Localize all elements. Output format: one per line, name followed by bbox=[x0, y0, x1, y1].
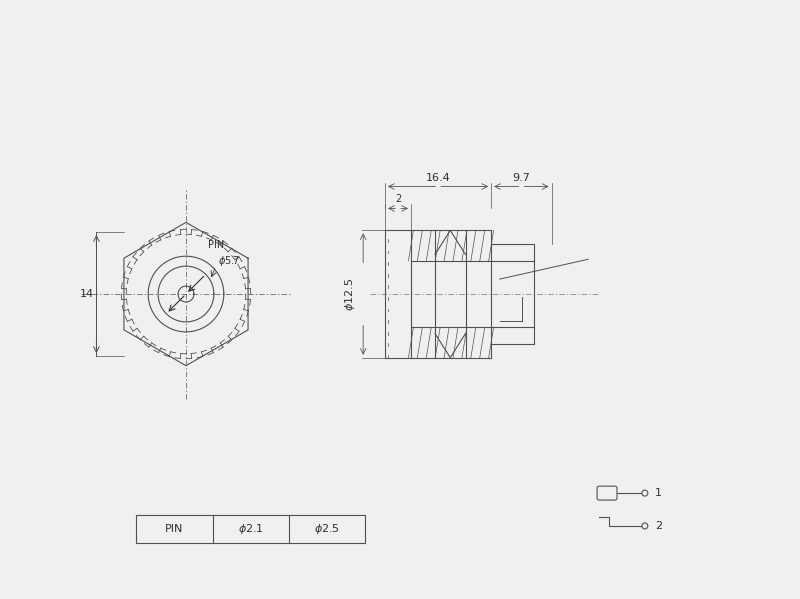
Text: 1: 1 bbox=[655, 488, 662, 498]
Text: $\phi$2.5: $\phi$2.5 bbox=[314, 522, 340, 536]
Text: $\phi$5.7: $\phi$5.7 bbox=[218, 254, 240, 268]
Text: $\phi$2.1: $\phi$2.1 bbox=[238, 522, 264, 536]
Text: PIN: PIN bbox=[165, 524, 183, 534]
Text: 9.7: 9.7 bbox=[513, 173, 530, 183]
Text: $\phi$12.5: $\phi$12.5 bbox=[343, 277, 357, 310]
Text: 16.4: 16.4 bbox=[426, 173, 450, 183]
Text: PIN: PIN bbox=[208, 240, 224, 250]
Text: 14: 14 bbox=[79, 289, 94, 299]
Text: 2: 2 bbox=[395, 195, 401, 204]
Text: 2: 2 bbox=[655, 521, 662, 531]
